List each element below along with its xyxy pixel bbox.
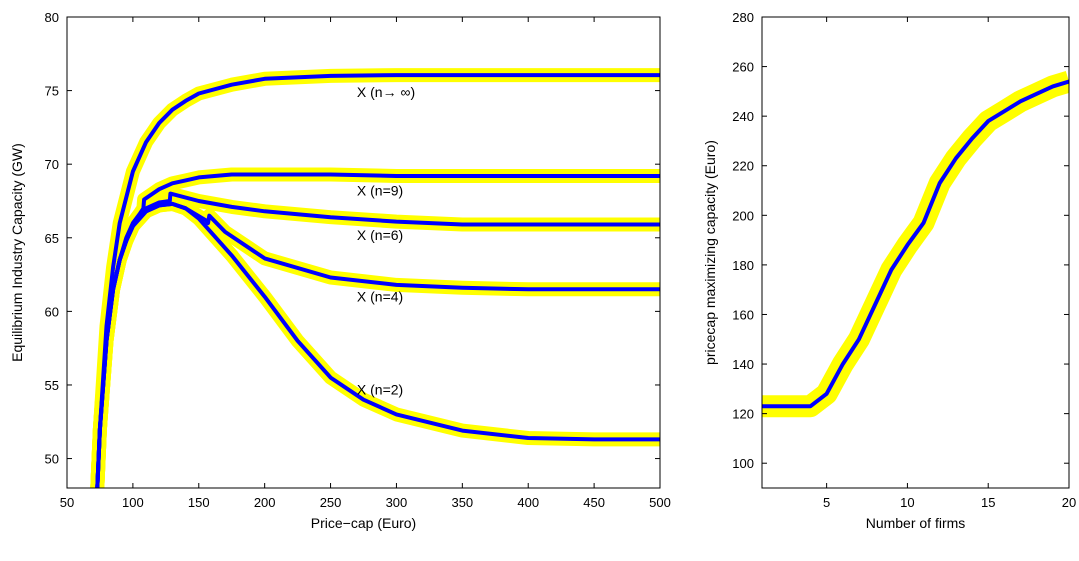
chart1-ytick-label: 180 (732, 258, 754, 273)
chart0-ytick-label: 65 (45, 231, 59, 246)
chart0-series-4-band (90, 196, 660, 488)
chart1-ytick-label: 100 (732, 456, 754, 471)
chart1-y-axis-label: pricecap maximizing capacity (Euro) (702, 140, 718, 365)
chart0-annotation-4: X (n=2) (357, 381, 403, 397)
chart0-ytick-label: 50 (45, 452, 59, 467)
chart0-x-axis-label: Price−cap (Euro) (311, 515, 416, 531)
chart1-ytick-label: 120 (732, 407, 754, 422)
chart0-xtick-label: 500 (649, 495, 671, 510)
chart0-annotation-0: X (n→ ∞) (357, 84, 415, 100)
chart1-ytick-label: 140 (732, 357, 754, 372)
chart0-xtick-label: 200 (254, 495, 276, 510)
chart0-annotation-2: X (n=6) (357, 227, 403, 243)
chart0-series-4-line (95, 201, 660, 488)
chart0-xtick-label: 250 (320, 495, 342, 510)
chart1-series-0-band (762, 70, 1069, 418)
chart0-xtick-label: 450 (583, 495, 605, 510)
chart0-y-axis-label: Equilibrium Industry Capacity (GW) (9, 143, 25, 362)
chart0-ytick-label: 80 (45, 10, 59, 25)
chart0-series-0-line (95, 73, 660, 488)
chart1-ytick-label: 260 (732, 60, 754, 75)
chart1-xtick-label: 20 (1062, 495, 1076, 510)
chart0-xtick-label: 350 (451, 495, 473, 510)
chart0-ytick-label: 55 (45, 378, 59, 393)
chart0-ytick-label: 60 (45, 304, 59, 319)
right-chart: 5 10 15 20 100 120 140 160 180 200 220 240 260 280 Num… (702, 10, 1076, 531)
left-chart: 50 100 150 200 250 300 350 400 450 500 50 55 60 65 70 7… (9, 10, 671, 531)
chart0-xtick-label: 50 (60, 495, 74, 510)
chart0-annotation-1: X (n=9) (357, 183, 403, 199)
chart0-ytick-label: 75 (45, 84, 59, 99)
chart1-ytick-label: 240 (732, 109, 754, 124)
chart1-xtick-label: 15 (981, 495, 995, 510)
chart1-series-0-line (762, 79, 1069, 409)
chart1-ytick-label: 220 (732, 159, 754, 174)
chart1-x-axis-label: Number of firms (866, 515, 966, 531)
chart1-ytick-label: 280 (732, 10, 754, 25)
chart0-xtick-label: 150 (188, 495, 210, 510)
chart0-xtick-label: 400 (517, 495, 539, 510)
chart0-xtick-label: 100 (122, 495, 144, 510)
chart1-xtick-label: 5 (823, 495, 830, 510)
chart1-axes-box (761, 16, 1070, 489)
chart1-ytick-label: 160 (732, 307, 754, 322)
chart0-xtick-label: 300 (386, 495, 408, 510)
chart0-ytick-label: 70 (45, 157, 59, 172)
chart0-axes-box (66, 16, 661, 489)
chart0-annotation-3: X (n=4) (357, 289, 403, 305)
chart1-xtick-label: 10 (900, 495, 914, 510)
chart1-ytick-label: 200 (732, 208, 754, 223)
